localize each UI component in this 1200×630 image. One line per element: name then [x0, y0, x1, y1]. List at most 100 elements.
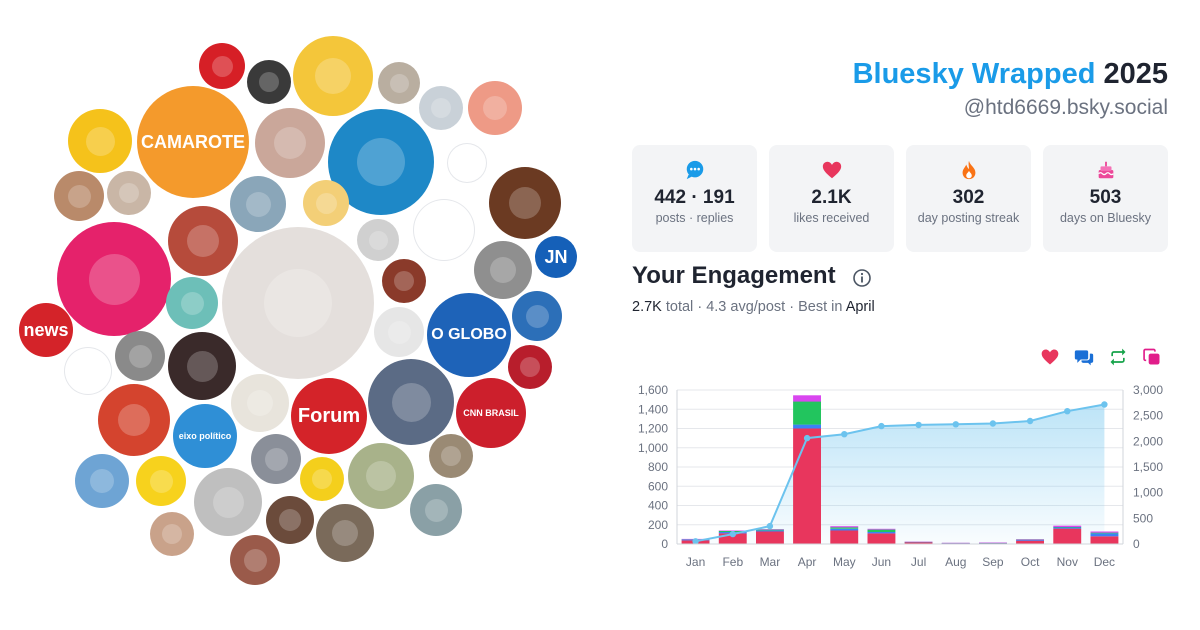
avatar-jn[interactable]: JN: [535, 236, 577, 278]
bar-likes: [830, 530, 859, 544]
avatar-red-hair-woman[interactable]: [168, 206, 238, 276]
x-tick-label: Nov: [1057, 555, 1078, 569]
engagement-total-label: total: [665, 299, 694, 315]
avatar-crash-bandicoot[interactable]: [419, 86, 463, 130]
bar-replies: [756, 530, 784, 532]
avatar-old-man-sketch[interactable]: [374, 307, 424, 357]
y-left-tick-label: 1,200: [638, 422, 668, 436]
avatar-red-poster[interactable]: [508, 345, 552, 389]
y-left-tick-label: 1,400: [638, 402, 668, 416]
avatar-hourglass[interactable]: [447, 143, 487, 183]
avatar-bw-sketch[interactable]: [474, 241, 532, 299]
y-left-tick-label: 800: [648, 460, 668, 474]
avatar-curly-man[interactable]: [255, 108, 325, 178]
bar-replies: [830, 528, 859, 531]
cumulative-point: [803, 434, 811, 442]
x-tick-label: Apr: [798, 555, 817, 569]
avatar-gnews[interactable]: news: [19, 303, 73, 357]
wrapped-panel: Bluesky Wrapped 2025 @htd6669.bsky.socia…: [632, 0, 1168, 630]
page-title: Bluesky Wrapped 2025: [853, 58, 1168, 91]
reply-icon[interactable]: [1074, 347, 1094, 367]
engagement-title: Your Engagement: [632, 262, 836, 289]
bar-reposts: [793, 401, 821, 425]
bar-quotes: [1090, 531, 1119, 533]
avatar-woman-dark-hair[interactable]: [266, 496, 314, 544]
avatar-comic-woman[interactable]: [168, 332, 236, 400]
avatar-woman-red[interactable]: [98, 384, 170, 456]
x-tick-label: May: [833, 555, 856, 569]
bar-likes: [718, 533, 747, 544]
avatar-beaker-muppet[interactable]: [300, 457, 344, 501]
avatar-bloco-vermelho[interactable]: [199, 43, 245, 89]
bar-quotes: [1016, 539, 1044, 540]
stat-card-likes: 2.1K likes received: [769, 145, 894, 252]
stat-card-posts: 442 · 191 posts · replies: [632, 145, 757, 252]
avatar-cat-photo[interactable]: [357, 219, 399, 261]
x-tick-label: Sep: [982, 555, 1004, 569]
avatar-jake-cartoon[interactable]: [68, 109, 132, 173]
avatar-cartoon-curls[interactable]: [512, 291, 562, 341]
avatar-man-shouting[interactable]: [316, 504, 374, 562]
y-left-tick-label: 400: [648, 499, 668, 513]
avatar-rubber-duck[interactable]: [413, 199, 475, 261]
avatar-girl-glasses[interactable]: [382, 259, 426, 303]
stat-label: posts · replies: [655, 211, 734, 225]
avatar-woman-smiling[interactable]: [429, 434, 473, 478]
separator: ·: [697, 299, 703, 315]
y-left-tick-label: 1,000: [638, 441, 668, 455]
birthday-cake-icon: [1097, 161, 1114, 179]
avatar-smiling-man[interactable]: [368, 359, 454, 445]
y-left-tick-label: 600: [648, 479, 668, 493]
avatar-bw-woman-drawing[interactable]: [194, 468, 262, 536]
avatar-man-hat[interactable]: [75, 454, 129, 508]
cumulative-point: [915, 421, 922, 429]
avatar-black-hair-sketch[interactable]: [231, 374, 289, 432]
avatar-forum[interactable]: Forum: [291, 378, 367, 454]
avatar-man-suit[interactable]: [251, 434, 301, 484]
avatar-cnn-brasil[interactable]: CNN BRASIL: [456, 378, 526, 448]
avatar-girl-portrait[interactable]: [230, 535, 280, 585]
avatar-fish-logo[interactable]: [136, 456, 186, 506]
avatar-painting-woman[interactable]: [489, 167, 561, 239]
avatar-child-portrait[interactable]: [54, 171, 104, 221]
stat-label: day posting streak: [917, 211, 1020, 225]
repost-icon[interactable]: [1108, 347, 1128, 367]
avatar-cartoon-boy[interactable]: [64, 347, 112, 395]
bar-likes: [756, 531, 784, 544]
avatar-hammer-sickle-cat[interactable]: [222, 227, 374, 379]
bar-replies: [1016, 539, 1044, 541]
avatar-bubble-cloud: CAMAROTE JN news O GLOBO eixo político Forum C…: [19, 36, 577, 585]
info-icon[interactable]: [852, 268, 872, 288]
avatar-glasses-cartoon[interactable]: [468, 81, 522, 135]
avatar-eixo-politico[interactable]: eixo político: [173, 404, 237, 468]
bar-reposts: [1053, 527, 1082, 528]
avatar-selfie-woman[interactable]: [150, 512, 194, 556]
x-tick-label: Jul: [911, 555, 926, 569]
avatar-bearded-man[interactable]: [378, 62, 420, 104]
avatar-emu[interactable]: [293, 36, 373, 116]
stat-card-days: 503 days on Bluesky: [1043, 145, 1168, 252]
stat-label: days on Bluesky: [1059, 211, 1152, 225]
avatar-cartoon-redhead[interactable]: [166, 277, 218, 329]
avatar-man-outdoors[interactable]: [230, 176, 286, 232]
avatar-seal-badge[interactable]: [247, 60, 291, 104]
bar-quotes: [830, 526, 859, 528]
avatar-o-globo[interactable]: O GLOBO: [427, 293, 511, 377]
avatar-woman-curly[interactable]: [410, 484, 462, 536]
stat-label: likes received: [793, 211, 870, 225]
heart-icon[interactable]: [1040, 347, 1060, 367]
avatar-black-cat[interactable]: [115, 331, 165, 381]
quote-icon[interactable]: [1142, 347, 1162, 367]
avatar-camarote[interactable]: CAMAROTE: [137, 86, 249, 198]
avatar-clown-face[interactable]: [57, 222, 171, 336]
bar-quotes: [718, 530, 747, 531]
cumulative-line: [695, 403, 1105, 543]
bar-reposts: [1090, 532, 1119, 534]
avatar-cartoon-face[interactable]: [303, 180, 349, 226]
bar-likes: [1016, 540, 1044, 544]
avatar-woman-park[interactable]: [348, 443, 414, 509]
bar-likes: [904, 542, 933, 544]
bar-replies: [1090, 533, 1119, 537]
y-right-tick-label: 500: [1133, 511, 1153, 525]
avatar-doll-portrait[interactable]: [107, 171, 151, 215]
